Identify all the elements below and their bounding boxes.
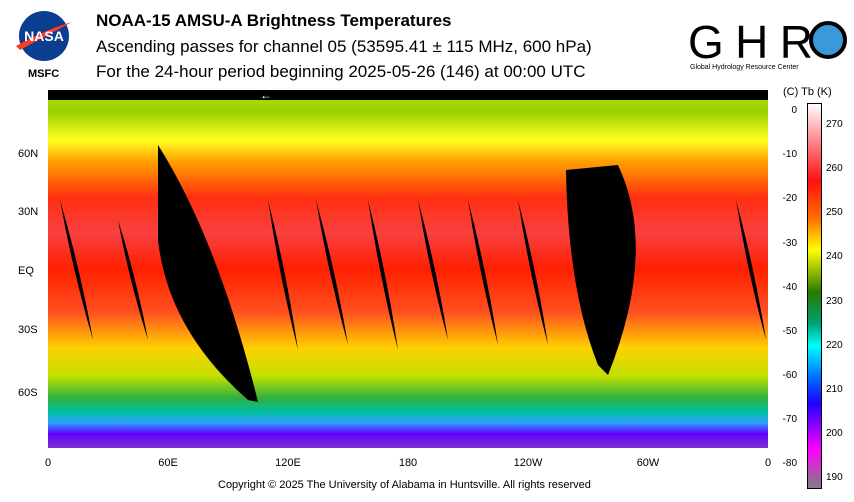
no-data-swath xyxy=(118,220,148,340)
chart-period: For the 24-hour period beginning 2025-05… xyxy=(96,62,586,81)
no-data-swath xyxy=(736,200,766,340)
lat-tick-label: EQ xyxy=(18,265,34,277)
colorbar-kelvin-tick: 240 xyxy=(826,251,843,263)
lon-tick-label: 120W xyxy=(513,457,543,469)
colorbar-kelvin-tick: 250 xyxy=(826,207,843,219)
ghrc-logo: GHR xyxy=(688,16,847,68)
brightness-map xyxy=(48,90,768,448)
svg-text:NASA: NASA xyxy=(24,28,64,44)
copyright: Copyright © 2025 The University of Alaba… xyxy=(218,479,591,491)
colorbar-celsius-tick: -50 xyxy=(782,325,797,337)
colorbar-celsius-tick: -30 xyxy=(782,237,797,249)
colorbar-celsius-tick: -40 xyxy=(782,281,797,293)
colorbar-kelvin-tick: 190 xyxy=(826,472,843,484)
chart-title: NOAA-15 AMSU-A Brightness Temperatures xyxy=(96,11,452,30)
colorbar-kelvin-tick: 210 xyxy=(826,383,843,395)
no-data-swath xyxy=(418,200,448,340)
colorbar-celsius-tick: -60 xyxy=(782,369,797,381)
colorbar-kelvin-tick: 270 xyxy=(826,119,843,131)
colorbar-kelvin-tick: 230 xyxy=(826,295,843,307)
lon-tick-label: 0 xyxy=(44,457,52,469)
lon-tick-label: 60W xyxy=(636,457,660,469)
colorbar xyxy=(807,103,822,489)
lat-tick-label: 30S xyxy=(18,324,38,336)
lon-tick-label: 60E xyxy=(158,457,178,469)
colorbar-celsius-tick: -20 xyxy=(782,193,797,205)
colorbar-kelvin-tick: 200 xyxy=(826,428,843,440)
no-data-bar xyxy=(48,90,768,100)
no-data-swath xyxy=(518,200,548,345)
colorbar-kelvin-tick: 260 xyxy=(826,163,843,175)
orbit-direction-marker: ← xyxy=(260,88,272,102)
lon-tick-label: 180 xyxy=(398,457,418,469)
chart-subtitle: Ascending passes for channel 05 (53595.4… xyxy=(96,37,592,56)
no-data-swath xyxy=(268,200,298,350)
colorbar-kelvin-tick: 220 xyxy=(826,339,843,351)
no-data-swath xyxy=(316,200,348,345)
colorbar-header: (C) Tb (K) xyxy=(783,86,832,98)
colorbar-celsius-tick: -70 xyxy=(782,414,797,426)
lat-tick-label: 60N xyxy=(18,148,39,160)
ghrc-caption: Global Hydrology Resource Center xyxy=(690,64,799,71)
lat-tick-label: 30N xyxy=(18,206,39,218)
lon-tick-label: 120E xyxy=(275,457,301,469)
colorbar-celsius-tick: -80 xyxy=(782,458,797,470)
msfc-label: MSFC xyxy=(28,68,60,80)
svg-text:GHR: GHR xyxy=(688,16,813,68)
no-data-swath xyxy=(368,200,398,350)
no-data-swath xyxy=(566,165,636,375)
nasa-logo: NASA xyxy=(16,11,72,61)
lon-tick-label: 0 xyxy=(764,457,772,469)
colorbar-celsius-tick: -10 xyxy=(782,149,797,161)
lat-tick-label: 60S xyxy=(18,387,38,399)
no-data-swath xyxy=(60,200,93,340)
colorbar-celsius-tick: 0 xyxy=(791,105,797,117)
map-field xyxy=(48,90,768,448)
no-data-swath xyxy=(158,145,258,402)
no-data-swath xyxy=(468,200,498,345)
